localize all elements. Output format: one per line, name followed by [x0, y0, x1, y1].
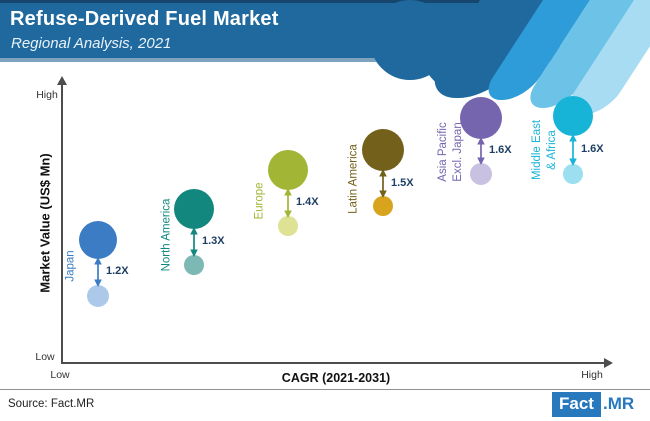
region-label-north-america: North America	[160, 199, 175, 272]
region-bubble-small-japan	[87, 285, 109, 307]
growth-multiplier-middle-east-africa: 1.6X	[581, 143, 604, 155]
region-label-line: Latin America	[347, 144, 360, 214]
growth-multiplier-japan: 1.2X	[106, 265, 129, 277]
growth-multiplier-asia-pacific-excl-japan: 1.6X	[489, 144, 512, 156]
region-label-line: & Africa	[546, 130, 558, 170]
growth-multiplier-europe: 1.4X	[296, 196, 319, 208]
header-banner-underline	[0, 58, 440, 62]
report-subtitle: Regional Analysis, 2021	[11, 35, 172, 52]
y-axis-title: Market Value (US$ Mn)	[37, 153, 53, 293]
factmr-logo: Fact .MR	[552, 391, 634, 417]
y-axis-tick-low: Low	[35, 351, 55, 363]
region-bubble-small-latin-america	[373, 196, 393, 216]
y-axis-arrowhead-icon	[57, 76, 67, 85]
region-bubble-small-middle-east-africa	[563, 164, 583, 184]
x-axis-tick-low: Low	[50, 369, 70, 381]
region-bubble-large-north-america	[174, 189, 214, 229]
y-axis-tick-high: High	[36, 89, 58, 101]
region-label-asia-pacific-excl-japan: Asia Pacific Excl. Japan	[436, 122, 466, 181]
region-label-latin-america: Latin America	[347, 144, 362, 214]
growth-arrow-north-america	[190, 227, 198, 257]
growth-arrow-latin-america	[379, 169, 387, 198]
growth-arrow-middle-east-africa	[569, 134, 577, 166]
logo-fact-box: Fact	[552, 391, 601, 417]
growth-arrow-japan	[94, 257, 102, 287]
region-label-japan: Japan	[64, 250, 79, 281]
y-axis-line	[61, 84, 63, 363]
region-bubble-large-asia-pacific-excl-japan	[460, 97, 502, 139]
region-label-line: Europe	[253, 182, 266, 220]
region-bubble-large-japan	[79, 221, 117, 259]
region-label-line: Middle East	[531, 119, 543, 181]
region-bubble-large-latin-america	[362, 129, 404, 171]
region-label-europe: Europe	[253, 182, 268, 219]
region-bubble-small-north-america	[184, 255, 204, 275]
region-bubble-large-europe	[268, 150, 308, 190]
region-label-middle-east-africa: Middle East & Africa	[530, 120, 560, 180]
region-label-line: Excl. Japan	[452, 122, 464, 182]
growth-arrow-europe	[284, 188, 292, 218]
logo-mr-text: .MR	[602, 394, 635, 413]
growth-multiplier-latin-america: 1.5X	[391, 176, 414, 189]
region-bubble-small-europe	[278, 216, 298, 236]
x-axis-arrowhead-icon	[604, 358, 613, 368]
report-title: Refuse-Derived Fuel Market	[10, 8, 279, 30]
x-axis-line	[61, 362, 606, 364]
growth-multiplier-north-america: 1.3X	[202, 235, 225, 247]
source-text: Source: Fact.MR	[8, 398, 95, 410]
footer-divider	[0, 389, 650, 390]
region-label-line: Asia Pacific	[437, 122, 449, 182]
x-axis-tick-high: High	[581, 369, 603, 381]
growth-arrow-asia-pacific-excl-japan	[477, 137, 485, 165]
region-label-line: North America	[160, 198, 173, 272]
region-label-line: Japan	[64, 250, 77, 282]
x-axis-title: CAGR (2021-2031)	[281, 371, 391, 385]
region-bubble-small-asia-pacific-excl-japan	[470, 163, 492, 185]
